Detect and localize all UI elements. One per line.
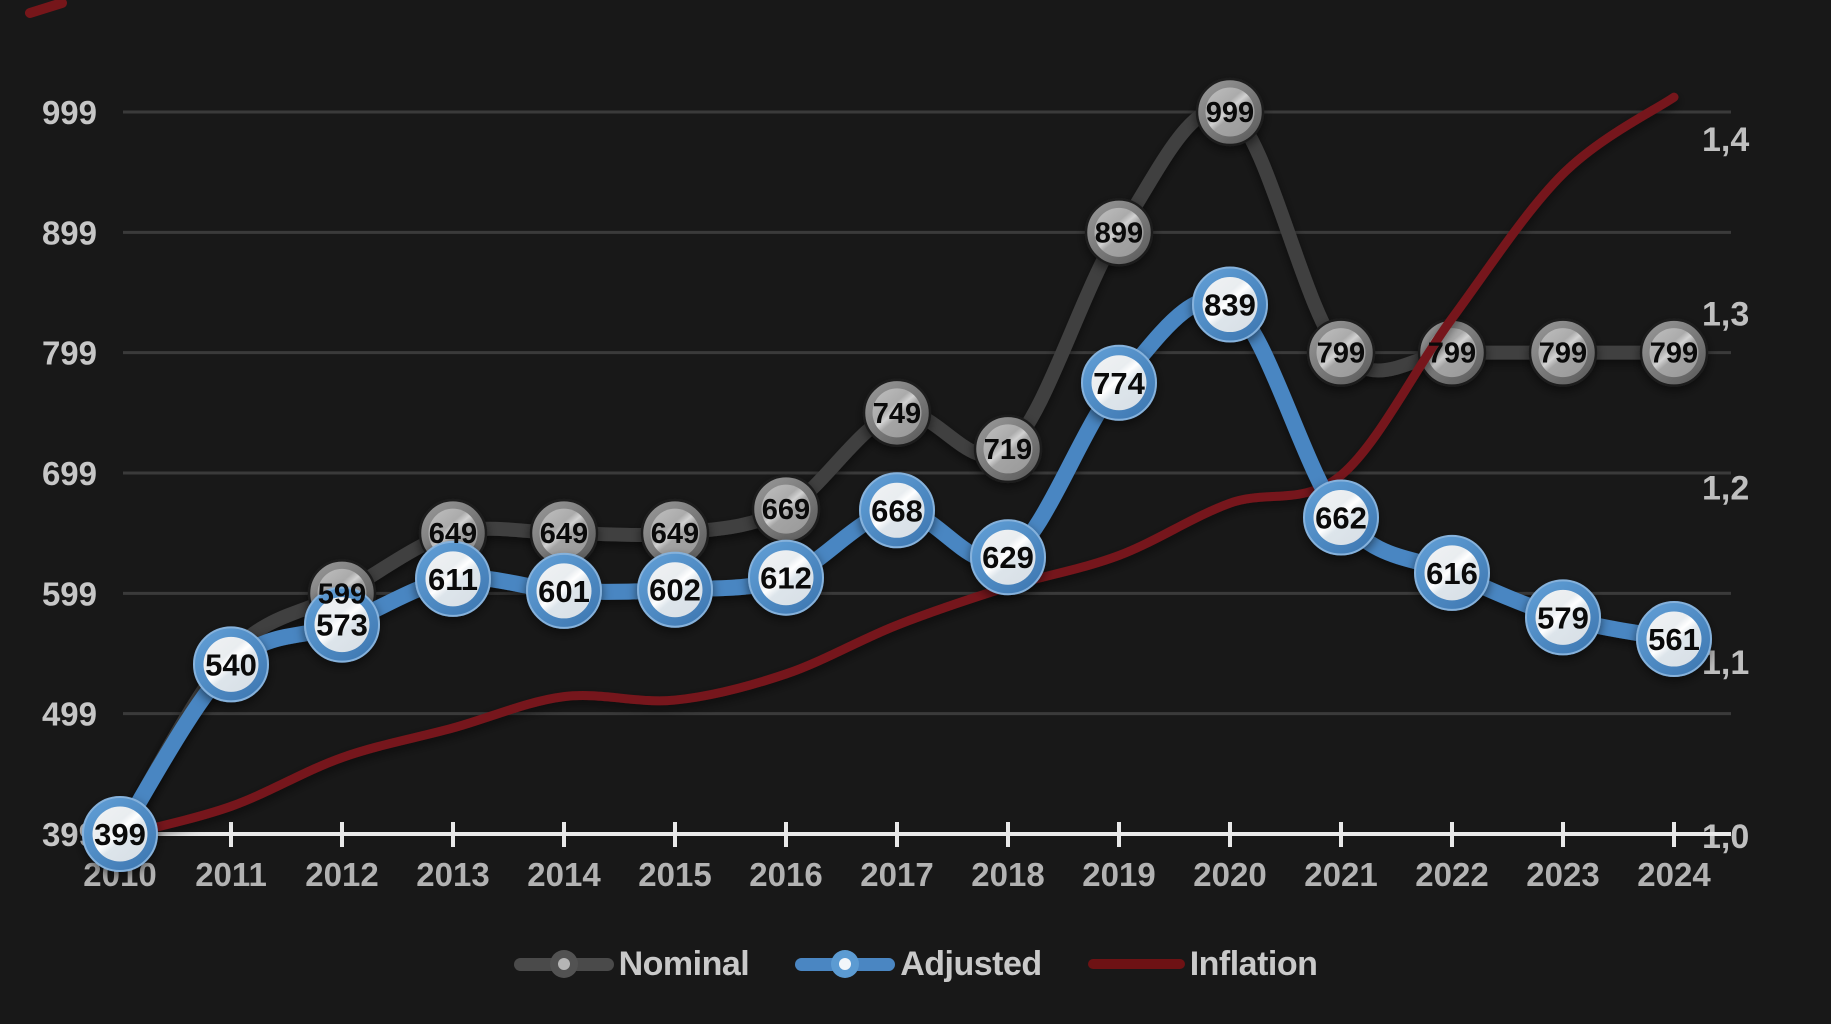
- nominal-dot-icon: [549, 950, 578, 978]
- nominal-point-label: 999: [1206, 97, 1254, 129]
- nominal-point-label: 799: [1428, 338, 1476, 370]
- x-axis-year-label: 2023: [1526, 856, 1599, 893]
- nominal-point-label: 799: [1539, 338, 1587, 370]
- legend-label-nominal: Nominal: [618, 944, 750, 983]
- nominal-marker[interactable]: [1306, 318, 1376, 387]
- legend-label-adjusted: Adjusted: [900, 944, 1042, 983]
- x-axis-year-label: 2015: [638, 856, 711, 893]
- x-axis: [118, 822, 1731, 847]
- adjusted-point-label: 629: [982, 540, 1034, 575]
- adjusted-marker[interactable]: [1303, 479, 1379, 556]
- x-axis-year-label: 2017: [860, 856, 933, 893]
- legend-item-inflation[interactable]: Inflation: [1087, 944, 1318, 984]
- nominal-marker[interactable]: [640, 498, 710, 568]
- left-axis-tick-label: 499: [42, 696, 97, 733]
- left-axis-tick-label: 799: [42, 335, 97, 372]
- nominal-point-label: 599: [318, 578, 366, 610]
- corner-artifact: [25, 0, 67, 18]
- adjusted-point-label: 616: [1426, 556, 1478, 591]
- right-axis-tick-label: 1,3: [1702, 295, 1749, 333]
- adjusted-point-label: 399: [94, 817, 146, 852]
- nominal-marker[interactable]: [1528, 318, 1598, 387]
- adjusted-marker[interactable]: [304, 586, 380, 663]
- nominal-point-label: 649: [651, 518, 699, 550]
- nominal-point-label: 719: [984, 434, 1032, 466]
- nominal-marker[interactable]: [751, 474, 821, 544]
- legend-item-nominal[interactable]: Nominal: [513, 944, 750, 984]
- legend-item-adjusted[interactable]: Adjusted: [795, 944, 1042, 984]
- right-axis-tick-label: 1,0: [1702, 818, 1749, 856]
- adjusted-point-label: 612: [760, 561, 812, 596]
- nominal-point-label: 649: [429, 518, 477, 550]
- adjusted-marker[interactable]: [970, 519, 1046, 596]
- nominal-marker[interactable]: [1195, 77, 1265, 147]
- nominal-point-label: 799: [1317, 338, 1365, 370]
- x-axis-year-label: 2013: [416, 856, 489, 893]
- x-axis-year-label: 2012: [305, 856, 378, 893]
- adjusted-point-label: 540: [205, 647, 257, 682]
- adjusted-marker[interactable]: [526, 552, 602, 629]
- adjusted-markers: [82, 266, 1712, 872]
- right-axis-tick-label: 1,4: [1702, 121, 1749, 159]
- x-axis-year-label: 2019: [1082, 856, 1155, 893]
- x-axis-year-label: 2011: [195, 856, 267, 893]
- x-axis-year-label: 2014: [527, 856, 601, 893]
- adjusted-marker[interactable]: [82, 796, 158, 872]
- adjusted-marker[interactable]: [748, 539, 824, 616]
- left-axis-tick-label: 699: [42, 455, 97, 492]
- adjusted-point-label: 611: [428, 562, 478, 597]
- nominal-point-label: 669: [762, 494, 810, 526]
- adjusted-marker[interactable]: [415, 540, 491, 617]
- adjusted-marker[interactable]: [637, 551, 713, 628]
- adjusted-dot-icon: [831, 950, 860, 978]
- inflation-line-swatch-icon: [1087, 959, 1185, 969]
- x-axis-year-label: 2020: [1193, 856, 1266, 893]
- adjusted-marker[interactable]: [1081, 344, 1157, 421]
- adjusted-marker[interactable]: [1192, 266, 1268, 343]
- adjusted-marker[interactable]: [859, 472, 935, 549]
- nominal-point-label: 799: [1650, 338, 1698, 370]
- adjusted-point-label: 662: [1315, 501, 1367, 536]
- nominal-marker[interactable]: [529, 498, 599, 568]
- adjusted-marker[interactable]: [1414, 534, 1490, 611]
- nominal-marker[interactable]: [1639, 318, 1709, 387]
- nominal-marker[interactable]: [1084, 198, 1154, 267]
- nominal-line-swatch-icon: [513, 950, 614, 978]
- inflation-line: [115, 92, 1679, 841]
- nominal-line: [113, 102, 1681, 841]
- x-axis-year-label: 2022: [1415, 856, 1488, 893]
- x-axis-year-label: 2024: [1637, 856, 1711, 893]
- left-axis-tick-label: 899: [42, 214, 97, 251]
- legend-label-inflation: Inflation: [1189, 944, 1318, 983]
- adjusted-point-label: 601: [538, 574, 590, 609]
- right-axis-tick-label: 1,2: [1702, 470, 1749, 508]
- adjusted-marker[interactable]: [193, 626, 269, 703]
- adjusted-point-label: 668: [871, 493, 923, 528]
- x-axis-year-label: 2016: [749, 856, 822, 893]
- nominal-point-label: 749: [873, 398, 921, 430]
- left-axis-tick-label: 999: [42, 94, 97, 131]
- adjusted-point-label: 602: [649, 573, 701, 608]
- nominal-marker[interactable]: [973, 414, 1043, 484]
- nominal-point-label: 899: [1095, 217, 1143, 249]
- gridlines: [123, 110, 1731, 836]
- adjusted-point-label: 579: [1537, 600, 1589, 635]
- nominal-marker[interactable]: [862, 378, 932, 448]
- nominal-point-label: 649: [540, 518, 588, 550]
- adjusted-marker[interactable]: [1525, 579, 1601, 656]
- adjusted-point-label: 839: [1204, 288, 1256, 323]
- chart-legend: Nominal Adjusted Inflation: [0, 936, 1831, 992]
- adjusted-point-label: 561: [1648, 622, 1700, 657]
- adjusted-point-label: 774: [1093, 366, 1145, 401]
- x-axis-year-label: 2021: [1304, 856, 1377, 893]
- adjusted-marker[interactable]: [1636, 601, 1712, 678]
- adjusted-line-swatch-icon: [795, 950, 896, 978]
- left-axis-tick-label: 599: [42, 575, 97, 612]
- adjusted-point-label: 573: [316, 608, 368, 643]
- x-axis-year-label: 2018: [971, 856, 1044, 893]
